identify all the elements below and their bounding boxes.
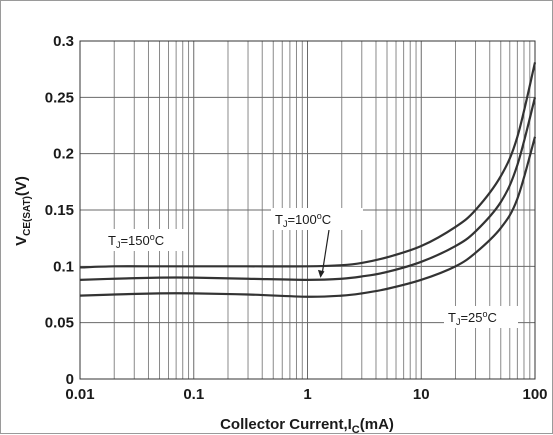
annotation-25-bg [444,306,518,328]
series-line-1 [79,97,537,281]
x-tick-label: 0.01 [65,386,94,403]
series-lines [79,62,537,298]
y-tick-label: 0.15 [45,202,74,219]
plot-border [79,40,536,380]
y-tick-label: 0.25 [45,89,74,106]
annotation-150-bg [104,229,188,251]
y-tick-label: 0.3 [53,33,74,50]
x-tick-label: 100 [522,386,547,403]
annotation-tj-150: TJ=150oC [108,232,164,250]
series-line-0 [79,62,537,269]
y-tick-labels: 0 0.05 0.1 0.15 0.2 0.25 0.3 [45,33,74,388]
annotation-arrow [317,229,330,278]
x-tick-label: 0.1 [183,386,204,403]
x-tick-labels: 0.01 0.1 1 10 100 [65,386,547,403]
x-tick-label: 1 [303,386,311,403]
series-line-2 [79,136,537,298]
y-tick-label: 0.1 [53,258,74,275]
y-tick-label: 0 [66,371,74,388]
x-tick-label: 10 [413,386,430,403]
arrow-head [317,269,325,278]
annotation-tj-100: TJ=100oC [275,211,331,229]
y-tick-label: 0.05 [45,315,74,332]
arrow-shaft [321,229,330,272]
annotation-100-bg [271,208,363,230]
x-axis-label: Collector Current,IC(mA) [220,416,394,435]
annotation-tj-25: TJ=25oC [448,309,497,327]
y-tick-label: 0.2 [53,146,74,163]
y-axis-label: VCE(SAT)(V) [13,176,33,246]
